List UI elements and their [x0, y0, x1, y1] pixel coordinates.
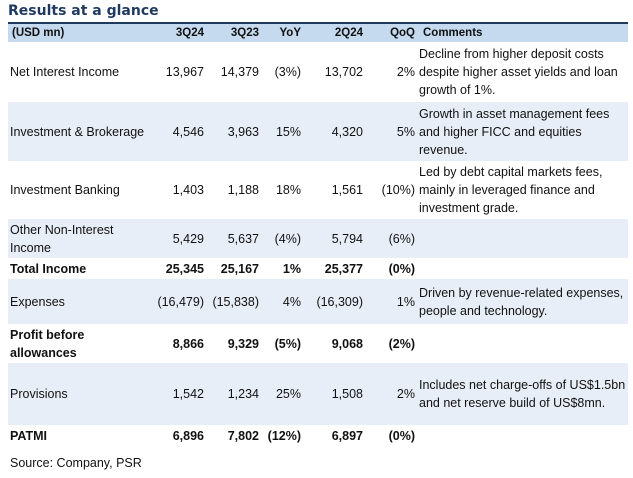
- cell-2q24: 9,068: [331, 336, 363, 351]
- cell-yoy: 25%: [275, 387, 301, 401]
- cell-qoq: (0%): [388, 261, 415, 276]
- header-cell: 3Q24: [175, 27, 204, 39]
- cell-3q24: 5,429: [172, 231, 204, 246]
- header-row: (USD mn) 3Q24 3Q23 YoY 2Q24 QoQ Comments: [8, 24, 628, 42]
- cell-qoq: (2%): [388, 336, 415, 351]
- header-cell: 2Q24: [334, 27, 363, 39]
- cell-comment: Driven by revenue-related expenses, peop…: [419, 285, 624, 318]
- cell-3q24: (16,479): [157, 294, 204, 309]
- cell-comment: [417, 324, 628, 363]
- row-label: Net Interest Income: [10, 65, 120, 79]
- cell-yoy: (4%): [274, 231, 301, 246]
- row-label: Other Non-Interest Income: [10, 222, 114, 255]
- cell-comment: Decline from higher deposit costs despit…: [419, 47, 618, 97]
- row-label: Investment & Brokerage: [10, 124, 145, 139]
- cell-2q24: 13,702: [324, 65, 363, 79]
- cell-qoq: 2%: [396, 387, 415, 401]
- cell-qoq: 2%: [396, 65, 415, 79]
- page-title: Results at a glance: [8, 3, 159, 19]
- results-table: (USD mn) 3Q24 3Q23 YoY 2Q24 QoQ Comments…: [8, 24, 628, 447]
- cell-2q24: 4,320: [331, 124, 363, 139]
- row-label: Profit before allowances: [10, 327, 85, 360]
- cell-qoq: 5%: [396, 124, 415, 139]
- header-cell: Comments: [423, 27, 483, 39]
- cell-yoy: 1%: [282, 261, 301, 276]
- row-label: Total Income: [10, 261, 87, 276]
- row-label: Expenses: [10, 294, 65, 309]
- cell-3q24: 6,896: [172, 429, 204, 443]
- cell-3q23: 1,188: [227, 183, 259, 197]
- row-label: Provisions: [10, 387, 68, 401]
- cell-comment: [417, 425, 628, 447]
- cell-comment: [417, 258, 628, 279]
- cell-3q23: 5,637: [227, 231, 259, 246]
- cell-3q24: 1,542: [172, 387, 204, 401]
- cell-comment: Includes net charge-offs of US$1.5bn and…: [419, 378, 626, 410]
- cell-qoq: (10%): [381, 183, 415, 197]
- cell-3q24: 1,403: [172, 183, 204, 197]
- table-row: Investment Banking 1,403 1,188 18% 1,561…: [8, 161, 628, 219]
- table-row: Investment & Brokerage 4,546 3,963 15% 4…: [8, 102, 628, 161]
- cell-qoq: (0%): [388, 429, 415, 443]
- title-rule: [8, 22, 628, 24]
- cell-3q23: 7,802: [227, 429, 259, 443]
- table-row: Other Non-Interest Income 5,429 5,637 (4…: [8, 219, 628, 258]
- cell-3q23: 3,963: [227, 124, 259, 139]
- cell-2q24: 5,794: [331, 231, 363, 246]
- cell-yoy: (3%): [274, 65, 301, 79]
- cell-yoy: (12%): [267, 429, 301, 443]
- cell-3q24: 4,546: [172, 124, 204, 139]
- cell-comment: Led by debt capital markets fees, mainly…: [419, 165, 603, 215]
- cell-2q24: 25,377: [324, 261, 363, 276]
- table-row: Provisions 1,542 1,234 25% 1,508 2% Incl…: [8, 363, 628, 425]
- table-row: Total Income 25,345 25,167 1% 25,377 (0%…: [8, 258, 628, 279]
- cell-qoq: (6%): [388, 231, 415, 246]
- table-row: Net Interest Income 13,967 14,379 (3%) 1…: [8, 42, 628, 102]
- cell-3q24: 25,345: [165, 261, 204, 276]
- cell-comment: Growth in asset management fees and high…: [419, 106, 610, 157]
- cell-3q23: 25,167: [220, 261, 259, 276]
- header-cell: 3Q23: [230, 27, 259, 39]
- cell-3q23: 14,379: [220, 65, 259, 79]
- header-cell: QoQ: [390, 27, 415, 39]
- table-row: Profit before allowances 8,866 9,329 (5%…: [8, 324, 628, 363]
- cell-yoy: 18%: [275, 183, 301, 197]
- cell-comment: [417, 219, 628, 258]
- header-cell: (USD mn): [12, 27, 65, 39]
- header-cell: YoY: [279, 27, 301, 39]
- cell-2q24: 1,508: [331, 387, 363, 401]
- cell-3q24: 13,967: [165, 65, 204, 79]
- table-row: PATMI 6,896 7,802 (12%) 6,897 (0%): [8, 425, 628, 447]
- cell-2q24: 1,561: [331, 183, 363, 197]
- source-note: Source: Company, PSR: [10, 456, 142, 470]
- cell-3q24: 8,866: [172, 336, 204, 351]
- cell-3q23: 1,234: [227, 387, 259, 401]
- cell-2q24: 6,897: [331, 429, 363, 443]
- cell-2q24: (16,309): [316, 294, 363, 309]
- cell-yoy: 4%: [282, 294, 301, 309]
- row-label: Investment Banking: [10, 183, 120, 197]
- cell-3q23: (15,838): [212, 294, 259, 309]
- cell-qoq: 1%: [396, 294, 415, 309]
- cell-yoy: 15%: [275, 124, 301, 139]
- cell-3q23: 9,329: [227, 336, 259, 351]
- row-label: PATMI: [10, 429, 48, 443]
- cell-yoy: (5%): [274, 336, 301, 351]
- table-row: Expenses (16,479) (15,838) 4% (16,309) 1…: [8, 279, 628, 324]
